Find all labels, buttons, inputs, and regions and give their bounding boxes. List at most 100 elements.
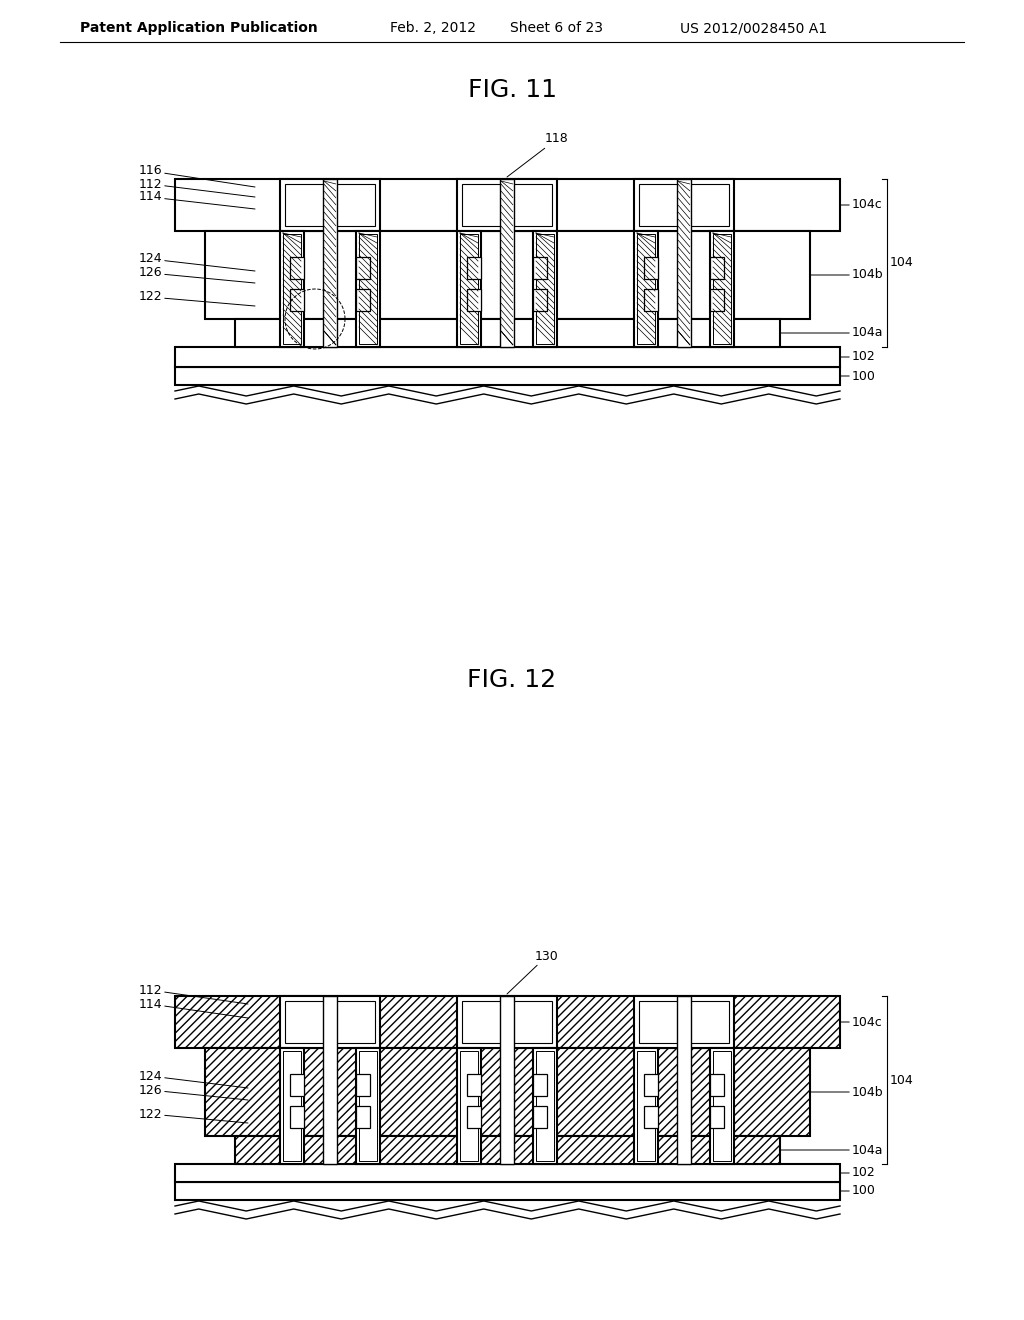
Text: 112: 112 [138, 177, 255, 197]
Text: 122: 122 [138, 1107, 248, 1123]
Bar [457, 231, 481, 347]
Bar [460, 1051, 478, 1162]
Bar [637, 234, 655, 345]
Bar [710, 231, 734, 347]
Text: Sheet 6 of 23: Sheet 6 of 23 [510, 21, 603, 36]
Text: FIG. 11: FIG. 11 [468, 78, 556, 102]
Text: 124: 124 [138, 1069, 248, 1088]
Bar [457, 997, 557, 1048]
Bar [175, 1164, 840, 1181]
Text: FIG. 12: FIG. 12 [467, 668, 557, 692]
Text: 104c: 104c [840, 198, 883, 211]
Text: 116: 116 [138, 165, 255, 187]
Bar [280, 231, 304, 347]
Bar [175, 180, 840, 231]
Bar [356, 231, 380, 347]
Bar [536, 1051, 554, 1162]
Bar [457, 1048, 481, 1164]
Bar [644, 289, 658, 312]
Bar [175, 347, 840, 367]
Bar [467, 257, 481, 279]
Bar [285, 183, 375, 226]
Bar [534, 289, 547, 312]
Bar [536, 234, 554, 345]
Text: 102: 102 [840, 351, 876, 363]
Bar [644, 1106, 658, 1129]
Bar [713, 1051, 731, 1162]
Bar [290, 1106, 304, 1129]
Text: 126: 126 [138, 1084, 248, 1100]
Bar [323, 180, 337, 347]
Bar [280, 997, 380, 1048]
Bar [677, 997, 691, 1164]
Bar [323, 997, 337, 1164]
Bar [710, 257, 724, 279]
Text: 124: 124 [138, 252, 255, 271]
Bar [634, 1048, 658, 1164]
Bar [467, 289, 481, 312]
Bar [637, 1051, 655, 1162]
Bar [356, 257, 370, 279]
Bar [467, 1074, 481, 1096]
Bar [205, 1048, 810, 1137]
Bar [359, 234, 377, 345]
Bar [175, 997, 840, 1048]
Text: 118: 118 [507, 132, 568, 177]
Bar [457, 180, 557, 231]
Bar [175, 367, 840, 385]
Bar [283, 1051, 301, 1162]
Text: 100: 100 [840, 370, 876, 383]
Bar [356, 289, 370, 312]
Bar [710, 1106, 724, 1129]
Bar [462, 183, 552, 226]
Text: 104: 104 [890, 256, 913, 269]
Bar [634, 997, 734, 1048]
Bar [356, 1074, 370, 1096]
Text: 104b: 104b [810, 268, 884, 281]
Text: 104a: 104a [780, 1143, 884, 1156]
Bar [175, 1181, 840, 1200]
Bar [356, 1106, 370, 1129]
Bar [639, 1001, 729, 1043]
Text: 100: 100 [840, 1184, 876, 1197]
Bar [234, 319, 780, 347]
Text: 104b: 104b [810, 1085, 884, 1098]
Text: 102: 102 [840, 1167, 876, 1180]
Bar [710, 1048, 734, 1164]
Bar [710, 289, 724, 312]
Bar [280, 180, 380, 231]
Bar [205, 231, 810, 319]
Bar [290, 1074, 304, 1096]
Bar [234, 1137, 780, 1164]
Text: 130: 130 [507, 949, 559, 994]
Text: 104: 104 [890, 1073, 913, 1086]
Text: 104c: 104c [840, 1015, 883, 1028]
Text: 122: 122 [138, 290, 255, 306]
Text: US 2012/0028450 A1: US 2012/0028450 A1 [680, 21, 827, 36]
Bar [677, 180, 691, 347]
Text: Feb. 2, 2012: Feb. 2, 2012 [390, 21, 476, 36]
Bar [283, 234, 301, 345]
Bar [713, 234, 731, 345]
Text: Patent Application Publication: Patent Application Publication [80, 21, 317, 36]
Bar [462, 1001, 552, 1043]
Text: 104a: 104a [780, 326, 884, 339]
Bar [280, 1048, 304, 1164]
Bar [534, 231, 557, 347]
Bar [534, 1106, 547, 1129]
Text: 114: 114 [138, 998, 248, 1018]
Bar [534, 257, 547, 279]
Text: 112: 112 [138, 983, 248, 1005]
Bar [460, 234, 478, 345]
Bar [634, 231, 658, 347]
Bar [639, 183, 729, 226]
Bar [467, 1106, 481, 1129]
Bar [710, 1074, 724, 1096]
Text: 126: 126 [138, 267, 255, 282]
Bar [534, 1048, 557, 1164]
Bar [634, 180, 734, 231]
Bar [534, 1074, 547, 1096]
Text: 114: 114 [138, 190, 255, 209]
Bar [285, 1001, 375, 1043]
Bar [644, 1074, 658, 1096]
